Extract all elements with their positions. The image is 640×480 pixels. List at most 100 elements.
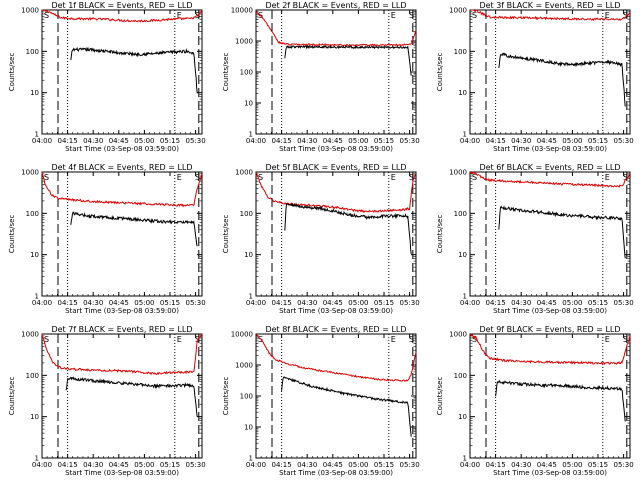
panel-title: Det 2f BLACK = Events, RED = LLD: [265, 1, 406, 10]
y-tick-label: 10: [30, 251, 39, 259]
x-axis-label: Start Time (03-Sep-08 03:59:00): [493, 145, 607, 153]
y-tick-label: 100: [26, 210, 39, 218]
lld-series-line: [41, 9, 203, 23]
x-tick-label: 05:30: [186, 299, 206, 307]
x-tick-label: 04:15: [58, 137, 78, 145]
y-tick-label: 1: [249, 293, 253, 301]
panel-8: Det 8f BLACK = Events, RED = LLD 04:00 04:…: [222, 325, 420, 477]
y-tick-label: 1: [463, 131, 467, 139]
x-tick-label: 04:45: [323, 461, 343, 469]
y-tick-label: 1: [249, 455, 253, 463]
x-tick-label: 04:15: [272, 461, 292, 469]
y-axis-label: Counts/sec: [222, 377, 230, 416]
x-tick-label: 04:45: [537, 461, 557, 469]
x-tick-label: 04:00: [460, 137, 480, 145]
y-axis-label: Counts/sec: [436, 215, 444, 254]
x-tick-label: 05:00: [562, 461, 582, 469]
lld-series-line: [469, 333, 631, 366]
x-tick-label: 04:30: [83, 299, 103, 307]
events-series-line: [65, 376, 198, 417]
lld-series-line: [41, 333, 203, 376]
y-tick-label: 10: [458, 251, 467, 259]
y-tick-label: 100: [454, 372, 467, 380]
x-tick-label: 04:00: [32, 461, 52, 469]
marker-s-left: S: [44, 335, 49, 344]
x-axis-label: Start Time (03-Sep-08 03:59:00): [65, 469, 179, 477]
x-tick-label: 05:00: [134, 461, 154, 469]
events-series-line: [498, 52, 626, 107]
y-axis-label: Counts/sec: [436, 377, 444, 416]
y-tick-label: 100: [26, 48, 39, 56]
x-tick-label: 04:30: [511, 137, 531, 145]
lld-series-line: [255, 11, 417, 47]
x-tick-label: 04:30: [297, 299, 317, 307]
x-tick-label: 05:00: [562, 137, 582, 145]
lld-series-line: [469, 9, 631, 22]
x-tick-label: 05:30: [614, 137, 634, 145]
x-tick-label: 05:15: [160, 461, 180, 469]
x-tick-label: 04:45: [323, 299, 343, 307]
x-tick-label: 05:15: [374, 137, 394, 145]
marker-s-right: S: [195, 173, 200, 182]
y-tick-label: 10: [244, 100, 253, 108]
marker-e: E: [177, 173, 182, 182]
y-tick-label: 1000: [21, 7, 39, 15]
marker-e: E: [177, 335, 182, 344]
marker-s-left: S: [472, 11, 477, 20]
x-tick-label: 05:30: [400, 137, 420, 145]
y-tick-label: 100: [454, 48, 467, 56]
y-axis-label: Counts/sec: [8, 53, 16, 92]
panel-6: Det 6f BLACK = Events, RED = LLD 04:00 04:…: [436, 163, 634, 315]
x-tick-label: 05:30: [400, 299, 420, 307]
panel-7: Det 7f BLACK = Events, RED = LLD 04:00 04:…: [8, 325, 206, 477]
x-tick-label: 04:45: [109, 299, 129, 307]
marker-e: E: [177, 11, 182, 20]
panel-title: Det 1f BLACK = Events, RED = LLD: [51, 1, 192, 10]
y-tick-label: 100: [26, 372, 39, 380]
marker-s-right: S: [623, 11, 628, 20]
x-tick-label: 04:00: [32, 299, 52, 307]
events-series-line: [284, 202, 412, 254]
x-tick-label: 04:15: [272, 299, 292, 307]
marker-s-left: S: [258, 173, 263, 182]
panel-title: Det 7f BLACK = Events, RED = LLD: [51, 325, 192, 334]
y-axis-label: Counts/sec: [436, 53, 444, 92]
marker-e: E: [605, 335, 610, 344]
x-tick-label: 05:00: [134, 299, 154, 307]
panel-5: Det 5f BLACK = Events, RED = LLD 04:00 04:…: [222, 163, 420, 315]
x-tick-label: 05:15: [588, 299, 608, 307]
marker-s-left: S: [258, 335, 263, 344]
x-tick-label: 04:45: [537, 137, 557, 145]
y-tick-label: 100: [240, 210, 253, 218]
y-tick-label: 1000: [21, 169, 39, 177]
x-tick-label: 04:45: [109, 461, 129, 469]
panel-title: Det 5f BLACK = Events, RED = LLD: [265, 163, 406, 172]
y-tick-label: 1000: [449, 331, 467, 339]
events-series-line: [495, 379, 626, 422]
x-tick-label: 05:30: [186, 137, 206, 145]
x-tick-label: 05:15: [160, 299, 180, 307]
marker-e: E: [391, 173, 396, 182]
plot-frame: [255, 9, 417, 135]
plot-frame: [41, 9, 203, 135]
plot-frame: [469, 333, 631, 459]
plot-frame: [255, 171, 417, 297]
marker-e: E: [605, 11, 610, 20]
marker-s-right: S: [623, 173, 628, 182]
x-tick-label: 05:00: [348, 137, 368, 145]
x-tick-label: 04:30: [511, 299, 531, 307]
panel-9: Det 9f BLACK = Events, RED = LLD 04:00 04:…: [436, 325, 634, 477]
x-tick-label: 05:15: [588, 461, 608, 469]
marker-s-left: S: [44, 173, 49, 182]
y-tick-label: 1: [35, 455, 39, 463]
lld-series-line: [255, 172, 417, 213]
x-tick-label: 04:30: [511, 461, 531, 469]
y-tick-label: 10000: [231, 331, 253, 339]
x-axis-label: Start Time (03-Sep-08 03:59:00): [493, 307, 607, 315]
y-tick-label: 1000: [449, 169, 467, 177]
y-tick-label: 100: [454, 210, 467, 218]
marker-e: E: [605, 173, 610, 182]
panel-title: Det 3f BLACK = Events, RED = LLD: [479, 1, 620, 10]
x-tick-label: 05:15: [588, 137, 608, 145]
plot-frame: [41, 171, 203, 297]
